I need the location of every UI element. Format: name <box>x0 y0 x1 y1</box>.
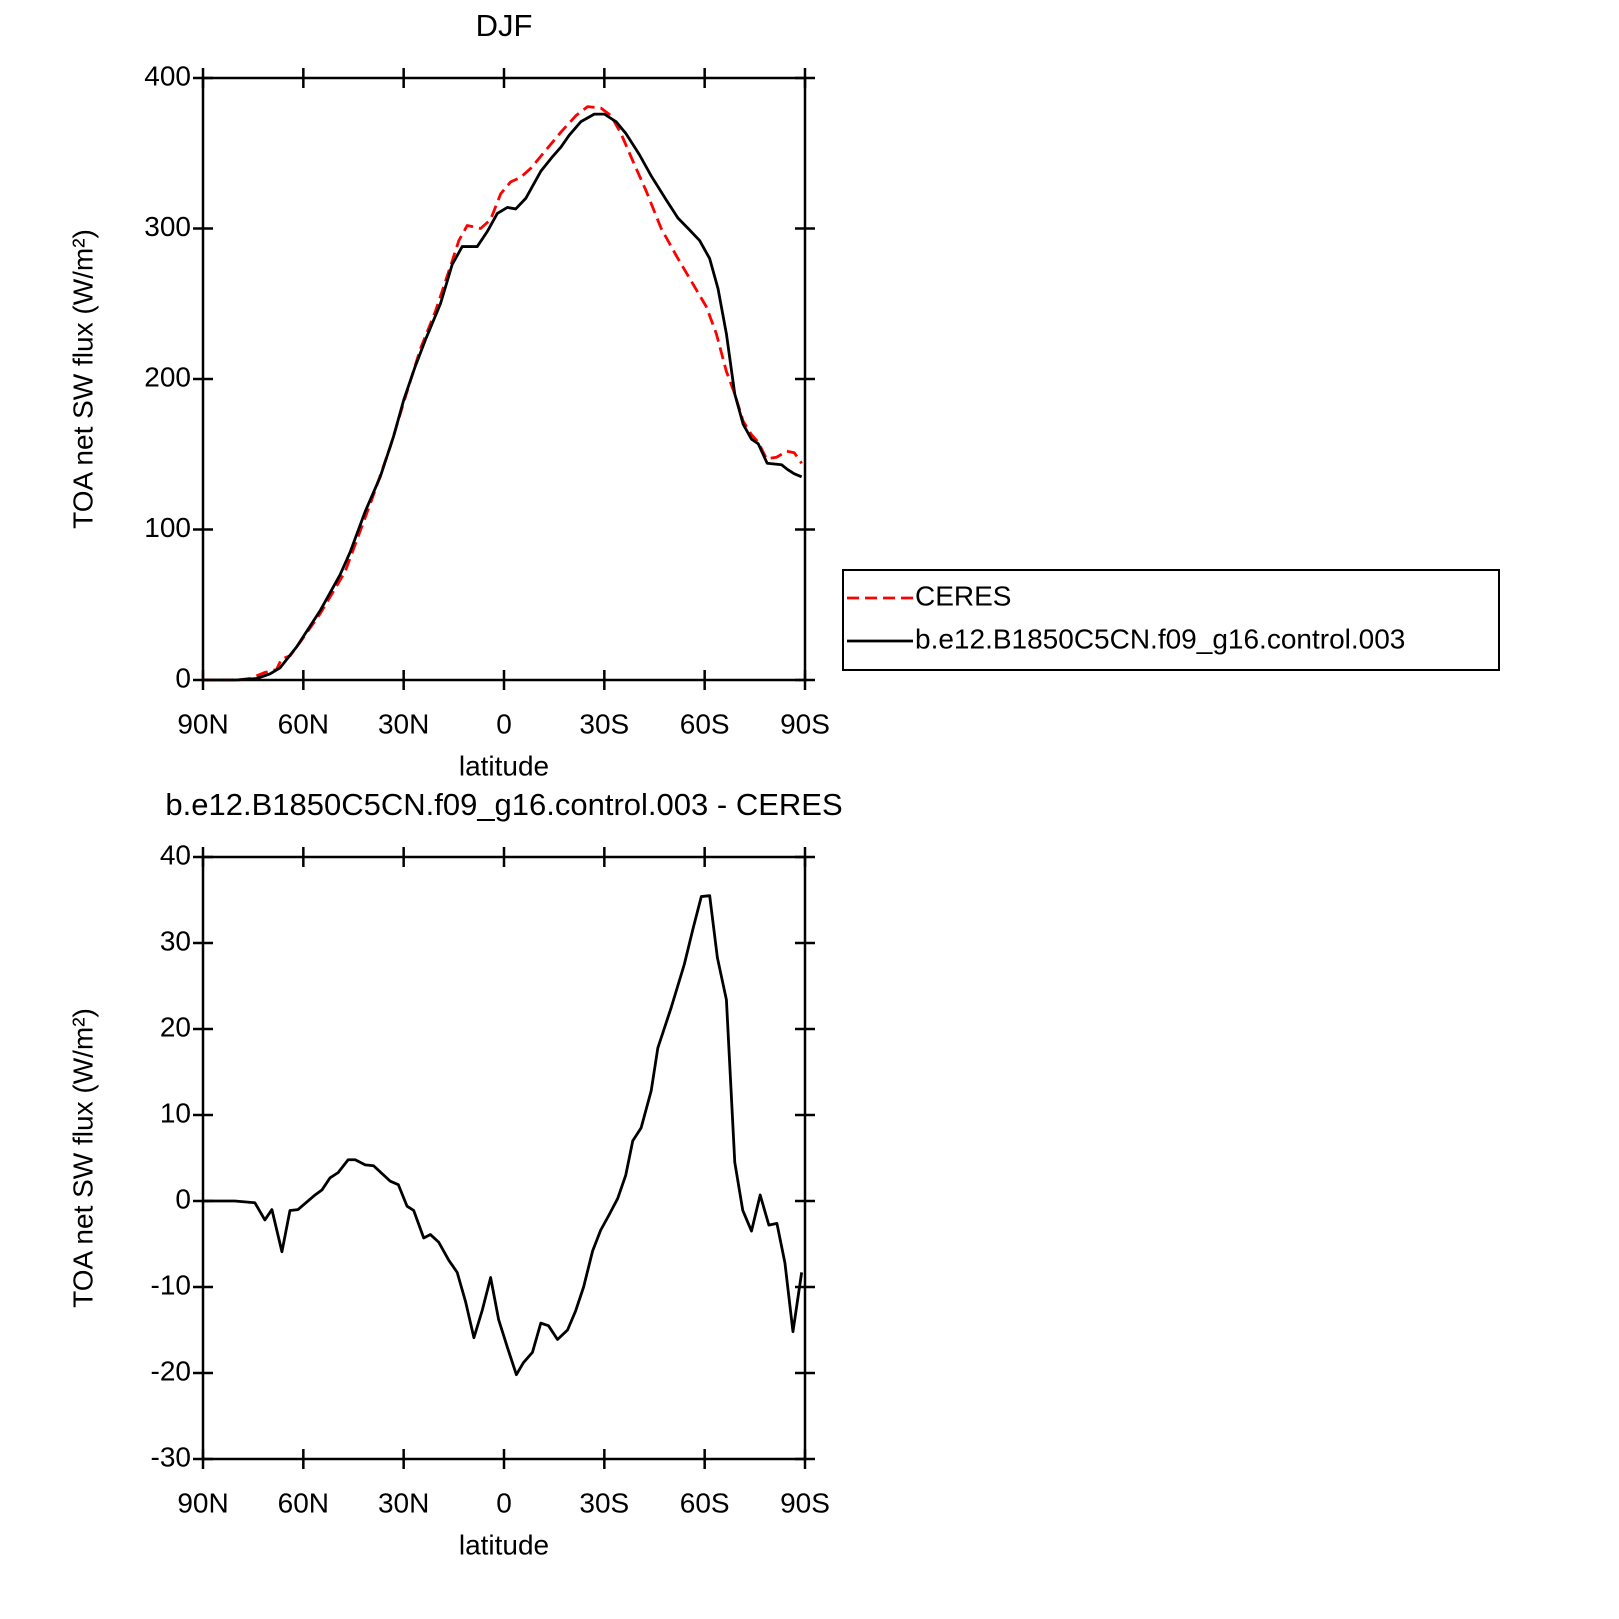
x-tick-label: 90N <box>177 1487 228 1518</box>
chart-title: DJF <box>476 8 533 43</box>
y-tick-label: 400 <box>144 60 191 91</box>
x-tick-label: 90N <box>177 708 228 739</box>
y-tick-label: 300 <box>144 211 191 242</box>
x-tick-label: 60S <box>680 708 730 739</box>
x-tick-label: 0 <box>496 708 512 739</box>
x-tick-label: 0 <box>496 1487 512 1518</box>
y-tick-label: -20 <box>151 1355 191 1386</box>
y-tick-label: -10 <box>151 1269 191 1300</box>
legend-label: CERES <box>915 580 1011 611</box>
plot-frame <box>201 76 807 682</box>
y-tick-label: 100 <box>144 512 191 543</box>
x-tick-label: 60N <box>278 708 329 739</box>
x-tick-label: 30N <box>378 1487 429 1518</box>
x-axis-label: latitude <box>459 1529 549 1560</box>
plot-frame <box>201 855 807 1461</box>
y-axis-label: TOA net SW flux (W/m²) <box>67 1008 98 1308</box>
data-line <box>203 894 804 1377</box>
y-tick-label: 0 <box>175 1183 191 1214</box>
x-tick-label: 30N <box>378 708 429 739</box>
chart-title: b.e12.B1850C5CN.f09_g16.control.003 - CE… <box>165 787 842 822</box>
x-axis-label: latitude <box>459 750 549 781</box>
legend-box <box>842 569 1500 671</box>
y-tick-label: 10 <box>160 1097 191 1128</box>
y-tick-label: -30 <box>151 1441 191 1472</box>
legend-label: b.e12.B1850C5CN.f09_g16.control.003 <box>915 623 1405 654</box>
x-tick-label: 30S <box>579 708 629 739</box>
y-tick-label: 30 <box>160 925 191 956</box>
x-tick-label: 60N <box>278 1487 329 1518</box>
x-tick-label: 90S <box>780 708 830 739</box>
y-tick-label: 200 <box>144 361 191 392</box>
y-tick-label: 0 <box>175 662 191 693</box>
x-tick-label: 90S <box>780 1487 830 1518</box>
y-tick-label: 40 <box>160 839 191 870</box>
data-line <box>203 112 803 682</box>
y-tick-label: 20 <box>160 1011 191 1042</box>
x-tick-label: 30S <box>579 1487 629 1518</box>
x-tick-label: 60S <box>680 1487 730 1518</box>
y-axis-label: TOA net SW flux (W/m²) <box>67 229 98 529</box>
data-line <box>203 105 803 682</box>
